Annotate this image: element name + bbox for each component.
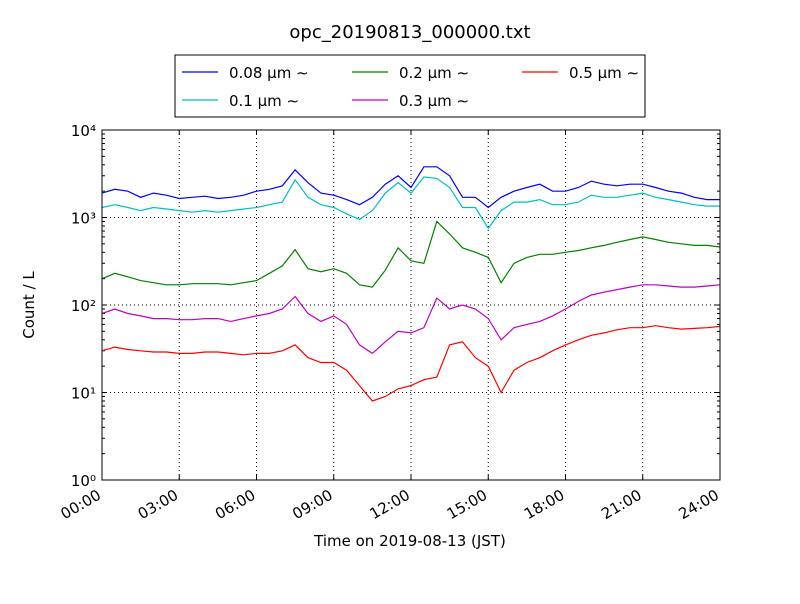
y-tick-label: 10³ <box>71 210 96 228</box>
legend-label: 0.3 μm ∼ <box>399 92 469 110</box>
y-tick-label: 10⁰ <box>71 472 96 490</box>
y-axis-label: Count / L <box>20 271 38 339</box>
y-tick-label: 10² <box>71 297 96 315</box>
series-line <box>101 176 720 230</box>
series-line <box>101 220 721 288</box>
legend: 0.08 μm ∼ 0.1 μm ∼ 0.2 μm ∼ 0.3 μm ∼ 0.5 μm … <box>174 54 646 118</box>
series-line <box>101 325 721 402</box>
legend-label: 0.1 μm ∼ <box>229 92 299 110</box>
series-line <box>101 166 720 209</box>
legend-label: 0.08 μm ∼ <box>229 64 309 82</box>
series-line <box>101 284 721 355</box>
x-axis-label: Time on 2019-08-13 (JST) <box>313 532 506 550</box>
legend-label: 0.5 μm ∼ <box>569 64 639 82</box>
y-tick-label: 10¹ <box>71 385 96 403</box>
y-tick-label: 10⁴ <box>71 122 96 140</box>
legend-box <box>174 54 646 118</box>
chart-title: opc_20190813_000000.txt <box>289 22 530 43</box>
legend-label: 0.2 μm ∼ <box>399 64 469 82</box>
plot-frame <box>101 129 721 481</box>
